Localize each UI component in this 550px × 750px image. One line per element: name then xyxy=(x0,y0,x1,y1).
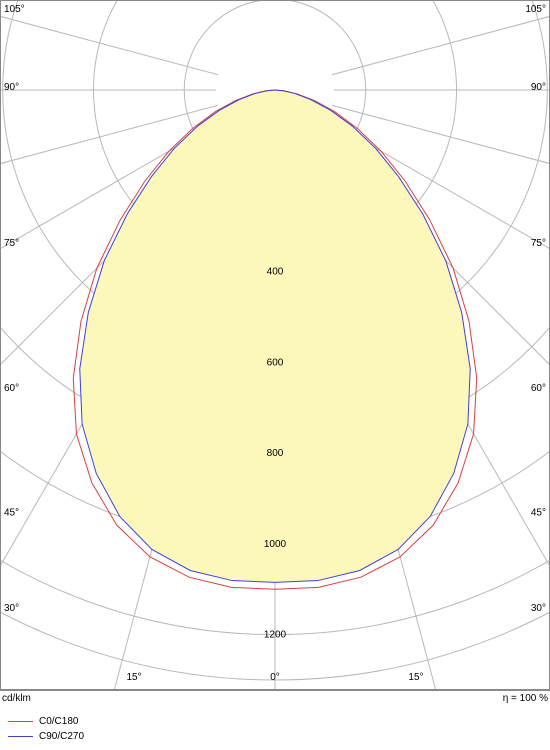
svg-text:800: 800 xyxy=(267,448,284,459)
legend-item: C0/C180 xyxy=(8,716,84,727)
svg-text:75°: 75° xyxy=(531,238,546,249)
svg-text:400: 400 xyxy=(267,267,284,278)
svg-text:15°: 15° xyxy=(408,672,423,683)
svg-text:600: 600 xyxy=(267,357,284,368)
legend-label: C90/C270 xyxy=(39,731,84,742)
svg-text:30°: 30° xyxy=(4,603,19,614)
svg-text:0°: 0° xyxy=(270,672,280,683)
svg-text:90°: 90° xyxy=(531,82,546,93)
svg-text:15°: 15° xyxy=(126,672,141,683)
units-label: cd/klm xyxy=(2,693,31,704)
svg-text:1000: 1000 xyxy=(264,539,287,550)
bottom-bar: cd/klm η = 100 % xyxy=(0,690,550,704)
polar-chart-svg: 400 600 800 1000 1200 105° 90° 75° 60° 45° 30° 105°… xyxy=(0,0,550,690)
svg-text:45°: 45° xyxy=(531,508,546,519)
svg-text:60°: 60° xyxy=(4,383,19,394)
legend-swatch xyxy=(8,721,33,722)
svg-text:30°: 30° xyxy=(531,603,546,614)
legend-swatch xyxy=(8,736,33,737)
svg-text:1200: 1200 xyxy=(264,630,287,641)
svg-text:60°: 60° xyxy=(531,383,546,394)
svg-text:90°: 90° xyxy=(4,82,19,93)
polar-chart-container: 400 600 800 1000 1200 105° 90° 75° 60° 45° 30° 105°… xyxy=(0,0,550,750)
svg-text:45°: 45° xyxy=(4,508,19,519)
efficiency-label: η = 100 % xyxy=(503,693,548,704)
svg-text:105°: 105° xyxy=(4,4,25,15)
legend-label: C0/C180 xyxy=(39,716,78,727)
svg-text:75°: 75° xyxy=(4,238,19,249)
legend: C0/C180 C90/C270 xyxy=(8,712,84,742)
svg-text:105°: 105° xyxy=(525,4,546,15)
legend-item: C90/C270 xyxy=(8,731,84,742)
